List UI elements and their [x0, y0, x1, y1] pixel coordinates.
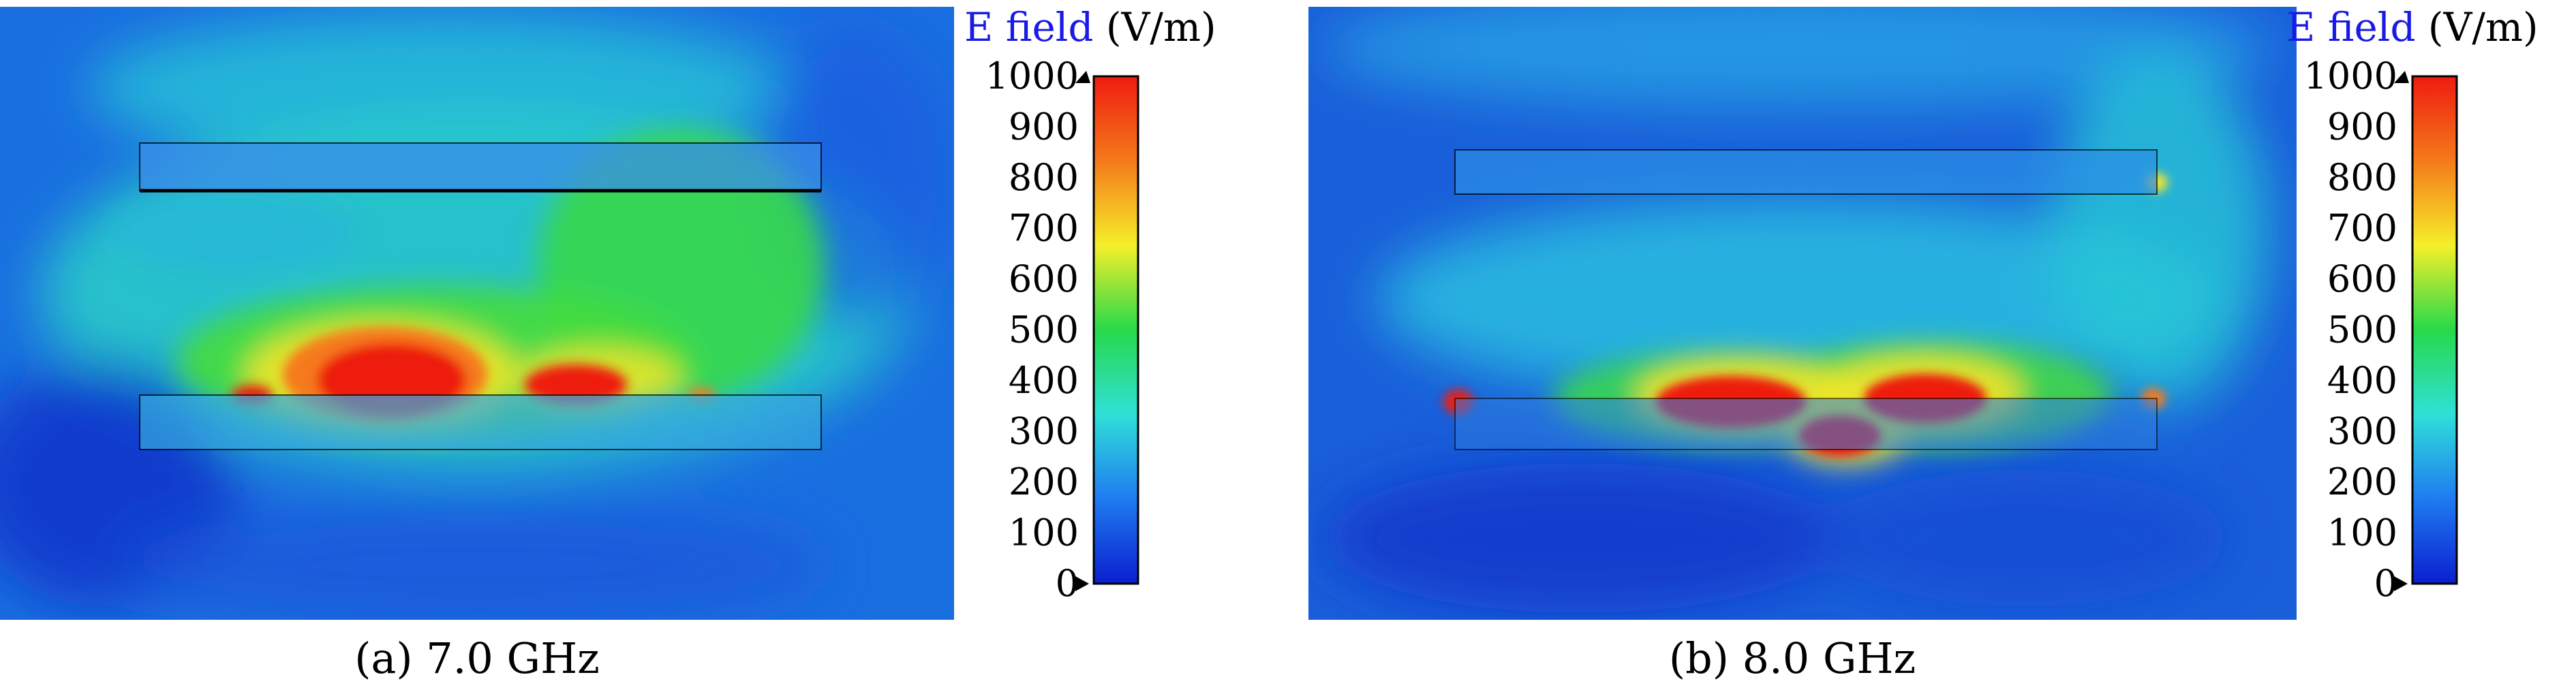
colorbar-gradient	[2411, 75, 2458, 585]
field-map-8ghz	[1308, 7, 2297, 620]
colorbar-tick-label: 600	[1009, 257, 1079, 300]
panel-caption: (a) 7.0 GHz	[354, 633, 600, 683]
upper-plate	[139, 142, 822, 191]
colorbar-tick-label: 0	[2374, 562, 2397, 605]
colorbar-7ghz: E field (V/m) 10009008007006005004003002…	[964, 4, 1216, 605]
colorbar-tick-label: 1000	[2304, 54, 2397, 97]
upper-plate	[1454, 149, 2158, 195]
colorbar-tick-label: 300	[1009, 410, 1079, 453]
colorbar-tick-label: 0	[1056, 562, 1079, 605]
colorbar-title: E field (V/m)	[2286, 4, 2539, 50]
min-arrow-icon	[1075, 576, 1089, 591]
colorbar-tick-label: 200	[2327, 460, 2397, 503]
colorbar-tick-label: 100	[2327, 512, 2397, 554]
colorbar-gradient	[1092, 75, 1139, 585]
min-arrow-icon	[2394, 576, 2408, 591]
colorbar-tick-label: 700	[1009, 207, 1079, 250]
colorbar-tick-label: 600	[2327, 257, 2397, 300]
colorbar-tick-label: 400	[1009, 359, 1079, 402]
lower-plate	[139, 394, 822, 450]
field-map-7ghz	[0, 7, 954, 620]
colorbar-tick-label: 500	[2327, 309, 2397, 351]
panel-caption: (b) 8.0 GHz	[1668, 633, 1916, 683]
panel-7ghz: E field (V/m) 1000 900 800 700 600 500 400 300 2…	[0, 4, 1216, 683]
colorbar-title: E field (V/m)	[964, 4, 1216, 50]
max-arrow-icon	[1075, 71, 1090, 83]
colorbar-tick-label: 900	[1009, 106, 1079, 148]
max-arrow-icon	[2394, 71, 2409, 83]
colorbar-tick-label: 900	[2327, 106, 2397, 148]
panel-8ghz: E field (V/m) 1000 900 800 700 600 500 400 300 2…	[1288, 0, 2576, 692]
colorbar-tick-label: 400	[2327, 359, 2397, 402]
colorbar-tick-label: 1000	[985, 54, 1079, 97]
colorbar-tick-label: 800	[2327, 156, 2397, 199]
colorbar-tick-label: 300	[2327, 410, 2397, 453]
colorbar-tick-label: 200	[1009, 460, 1079, 503]
lower-plate	[1454, 398, 2158, 450]
colorbar-8ghz: E field (V/m) 10009008007006005004003002…	[2286, 4, 2539, 605]
colorbar-tick-label: 700	[2327, 207, 2397, 250]
colorbar-tick-label: 800	[1009, 156, 1079, 199]
colorbar-tick-label: 100	[1009, 512, 1079, 554]
colorbar-tick-label: 500	[1009, 309, 1079, 351]
